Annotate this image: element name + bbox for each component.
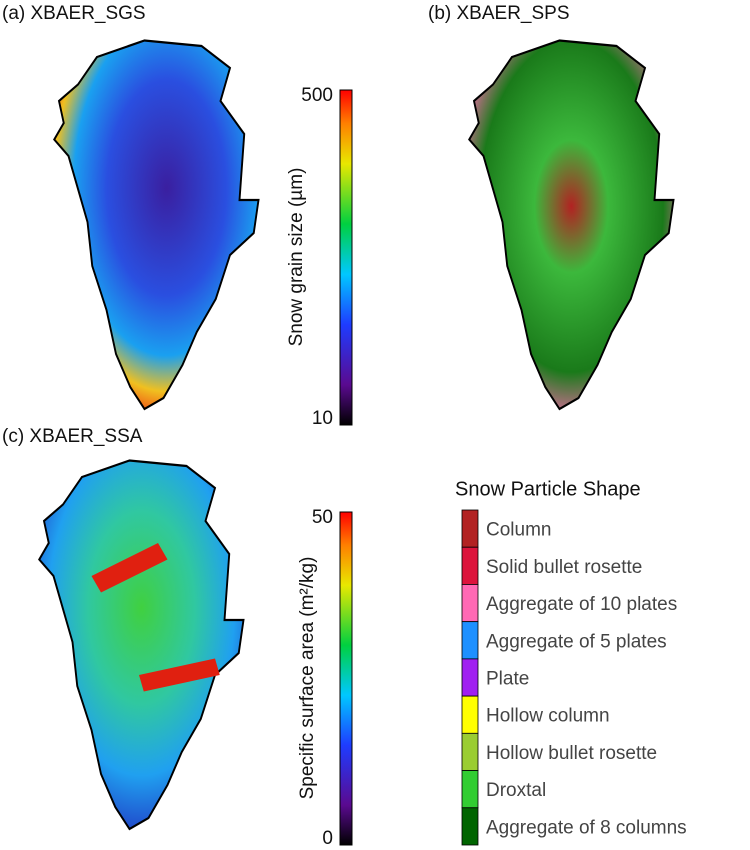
legend-label: Hollow bullet rosette bbox=[486, 743, 657, 764]
colorbar-label: Snow grain size (µm) bbox=[286, 168, 307, 347]
panel-label: (a) XBAER_SGS bbox=[2, 3, 146, 24]
tick-label: 10 bbox=[312, 408, 333, 429]
colorbar bbox=[339, 511, 353, 846]
tick-label: 0 bbox=[322, 828, 333, 849]
legend-swatch bbox=[461, 658, 479, 697]
legend-swatch bbox=[461, 546, 479, 585]
panel-label: (b) XBAER_SPS bbox=[428, 3, 570, 24]
legend-label: Plate bbox=[486, 669, 529, 690]
legend-label: Aggregate of 5 plates bbox=[486, 631, 667, 652]
legend-label: Column bbox=[486, 520, 551, 541]
legend-swatch bbox=[461, 770, 479, 809]
legend-swatch bbox=[461, 732, 479, 771]
legend-title: Snow Particle Shape bbox=[455, 478, 641, 500]
legend-swatch bbox=[461, 807, 479, 846]
tick-label: 500 bbox=[301, 85, 333, 106]
legend-label: Hollow column bbox=[486, 706, 610, 727]
panel-label: (c) XBAER_SSA bbox=[2, 426, 143, 447]
map-c bbox=[38, 459, 245, 831]
legend-swatch bbox=[461, 509, 479, 548]
map-b bbox=[468, 39, 675, 411]
legend-label: Aggregate of 10 plates bbox=[486, 594, 677, 615]
map-a bbox=[53, 39, 260, 411]
legend-label: Droxtal bbox=[486, 780, 546, 801]
legend-swatch bbox=[461, 695, 479, 734]
colorbar bbox=[339, 89, 353, 426]
legend-swatch bbox=[461, 584, 479, 623]
legend-label: Solid bullet rosette bbox=[486, 557, 642, 578]
tick-label: 50 bbox=[312, 507, 333, 528]
colorbar-label: Specific surface area (m²/kg) bbox=[297, 557, 318, 800]
legend-swatch bbox=[461, 621, 479, 660]
legend-label: Aggregate of 8 columns bbox=[486, 817, 687, 838]
legend: Column Solid bullet rosette Aggregate of 1… bbox=[461, 509, 687, 846]
